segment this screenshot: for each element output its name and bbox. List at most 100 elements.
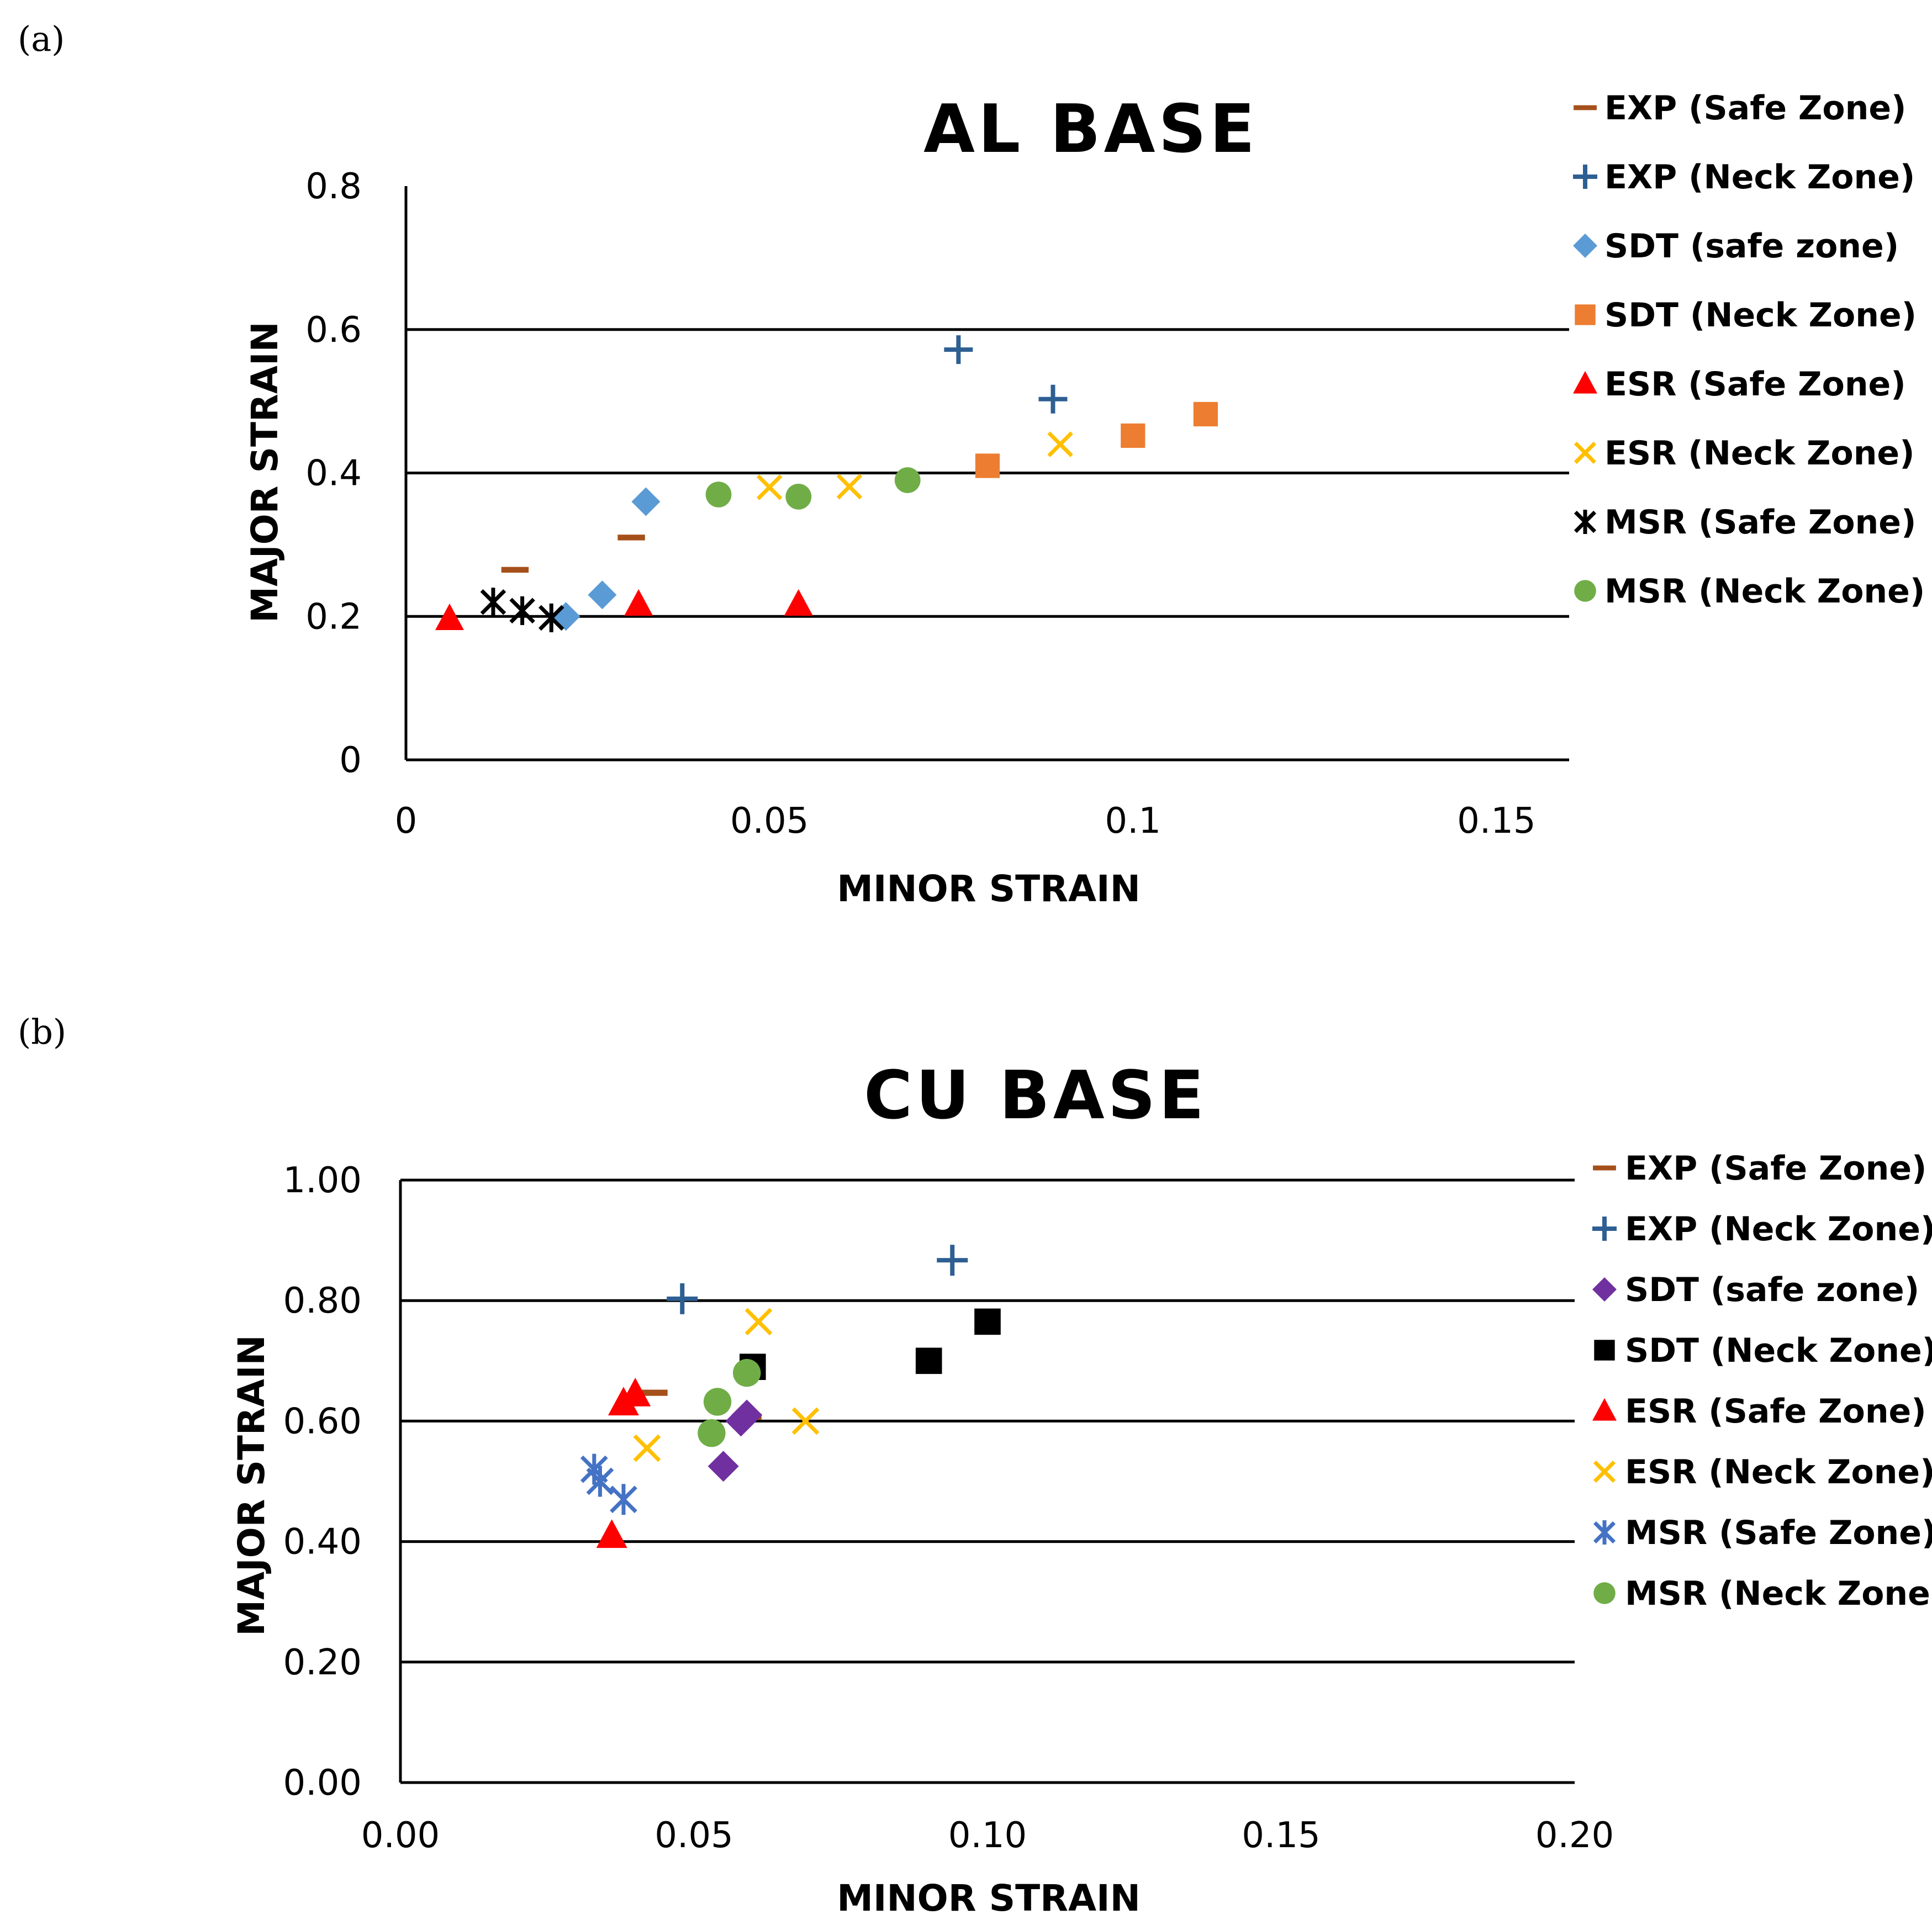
chart-a-y-tick-label: 0.4 <box>305 453 362 494</box>
chart-b-point <box>620 1377 651 1406</box>
chart-b-legend-marker <box>1592 1277 1617 1302</box>
chart-b-x-axis-label: MINOR STRAIN <box>837 1877 1141 1920</box>
chart-a-legend-label: MSR (Safe Zone) <box>1604 503 1916 542</box>
chart-a-point <box>894 467 921 493</box>
chart-a-x-axis-label: MINOR STRAIN <box>837 868 1141 910</box>
chart-b-point <box>731 1399 763 1431</box>
chart-b-y-tick-label: 0.20 <box>283 1642 362 1683</box>
chart-b-legend-marker <box>1594 1340 1615 1361</box>
chart-b-legend-item: EXP (Safe Zone) <box>1593 1149 1926 1188</box>
chart-a-point <box>1121 423 1146 448</box>
chart-b-x-ticks: 0.00 0.05 0.10 0.15 0.20 <box>361 1815 1614 1856</box>
chart-b-point <box>937 1245 968 1276</box>
chart-a-y-tick-label: 0 <box>339 740 362 781</box>
chart-a-y-tick-label: 0.2 <box>305 596 362 637</box>
chart-a-legend-marker <box>1574 105 1597 110</box>
chart-b-legend-label: ESR (Safe Zone) <box>1625 1392 1926 1431</box>
chart-a-legend-label: EXP (Neck Zone) <box>1604 158 1915 197</box>
chart-a-point <box>975 453 1000 478</box>
panel-b: (b) CU BASE 0.00 0.05 0.10 0.15 0.20 0.00 0.2… <box>18 1012 1932 1920</box>
chart-b-x-tick-label: 0.20 <box>1535 1815 1614 1856</box>
chart-b-point <box>596 1519 627 1548</box>
chart-b-point <box>667 1283 698 1314</box>
chart-b-x-tick-label: 0.00 <box>361 1815 440 1856</box>
chart-a-legend-item: SDT (Neck Zone) <box>1575 296 1917 335</box>
panel-a-label: (a) <box>18 19 65 59</box>
panel-b-label: (b) <box>18 1012 66 1052</box>
chart-a-point <box>784 589 813 616</box>
chart-a-legend-item: ESR (Neck Zone) <box>1574 434 1915 473</box>
chart-b-y-tick-label: 0.00 <box>283 1763 362 1804</box>
chart-b-point <box>915 1347 942 1374</box>
chart-b-legend-marker <box>1593 1582 1616 1604</box>
chart-b-point <box>610 1484 637 1515</box>
chart-b-y-ticks: 0.00 0.20 0.40 0.60 0.80 1.00 <box>283 1160 362 1804</box>
chart-a-point <box>480 588 506 617</box>
chart-b-legend: EXP (Safe Zone) EXP (Neck Zone) SDT (safe … <box>1592 1149 1932 1613</box>
chart-a-point <box>1038 384 1068 414</box>
chart-b-legend-label: MSR (Neck Zone) <box>1625 1574 1932 1613</box>
chart-a-x-tick-label: 0.05 <box>730 801 809 842</box>
chart-a-legend-marker <box>1573 165 1597 189</box>
chart-b-point <box>708 1451 739 1482</box>
chart-a-legend-label: ESR (Neck Zone) <box>1604 434 1915 473</box>
chart-a-point <box>509 596 535 625</box>
chart-b-y-tick-label: 0.60 <box>283 1401 362 1442</box>
chart-b-axes <box>399 1180 1575 1784</box>
chart-a-legend-label: EXP (Safe Zone) <box>1604 89 1906 128</box>
chart-a-point <box>944 335 973 364</box>
chart-b-legend-label: SDT (Neck Zone) <box>1625 1331 1932 1370</box>
chart-a-legend-marker <box>1575 304 1596 325</box>
chart-b-point <box>974 1308 1001 1335</box>
chart-b-y-tick-label: 1.00 <box>283 1160 362 1201</box>
chart-a-y-ticks: 0 0.2 0.4 0.6 0.8 <box>305 166 362 781</box>
chart-a-legend-label: SDT (safe zone) <box>1604 227 1899 266</box>
chart-b-y-axis-label: MAJOR STRAIN <box>230 1335 273 1636</box>
chart-a-legend-marker <box>1574 580 1596 602</box>
chart-a-point <box>1047 431 1073 457</box>
chart-b-y-tick-label: 0.80 <box>283 1281 362 1321</box>
chart-a-legend-label: ESR (Safe Zone) <box>1604 365 1906 404</box>
chart-a-y-axis-label: MAJOR STRAIN <box>244 321 286 622</box>
chart-a-legend-marker <box>1573 234 1597 258</box>
chart-b-title: CU BASE <box>864 1057 1207 1134</box>
chart-b-legend-item: SDT (Neck Zone) <box>1594 1331 1932 1370</box>
chart-a-point <box>435 603 464 630</box>
chart-b-legend-item: ESR (Neck Zone) <box>1593 1453 1932 1492</box>
chart-b-legend-marker <box>1593 1165 1616 1171</box>
chart-b-legend-marker <box>1592 1217 1617 1241</box>
chart-b-legend-label: EXP (Safe Zone) <box>1625 1149 1926 1188</box>
chart-a-y-tick-label: 0.8 <box>305 166 362 207</box>
chart-b-x-tick-label: 0.15 <box>1242 1815 1321 1856</box>
chart-a-point <box>538 603 564 632</box>
chart-b-legend-label: ESR (Neck Zone) <box>1625 1453 1932 1492</box>
chart-a-legend-label: MSR (Neck Zone) <box>1604 572 1925 611</box>
chart-b-point <box>791 1407 820 1435</box>
chart-a-point <box>785 483 812 510</box>
chart-a-point <box>588 580 617 610</box>
chart-b-legend-marker <box>1592 1398 1617 1421</box>
chart-a-legend-item: MSR (Neck Zone) <box>1574 572 1925 611</box>
chart-b-legend-label: SDT (safe zone) <box>1625 1271 1919 1309</box>
chart-b-x-tick-label: 0.05 <box>654 1815 733 1856</box>
chart-a-point <box>551 602 580 631</box>
chart-a-point <box>501 567 529 573</box>
chart-b-point <box>745 1308 773 1336</box>
panel-a: (a) AL BASE 0 0.05 0.1 0.15 0 0.2 0.4 0.6 0.8 M… <box>18 19 1925 910</box>
chart-b-point <box>633 1434 661 1462</box>
chart-a-point <box>836 473 863 500</box>
chart-b-x-tick-label: 0.10 <box>948 1815 1027 1856</box>
chart-a-legend-item: EXP (Neck Zone) <box>1573 158 1915 197</box>
chart-a-legend-item: SDT (safe zone) <box>1573 227 1899 266</box>
chart-a-legend-item: ESR (Safe Zone) <box>1573 365 1906 404</box>
chart-a-point <box>624 589 653 616</box>
chart-b-legend-item: EXP (Neck Zone) <box>1592 1210 1932 1249</box>
chart-a-legend-item: MSR (Safe Zone) <box>1574 503 1916 542</box>
chart-a-point <box>631 487 661 516</box>
chart-a-legend-label: SDT (Neck Zone) <box>1604 296 1917 335</box>
chart-b-legend-marker <box>1593 1520 1616 1545</box>
chart-a-legend-marker <box>1573 371 1597 394</box>
chart-b-gridlines <box>400 1178 1575 1664</box>
chart-b-legend-label: EXP (Neck Zone) <box>1625 1210 1932 1249</box>
